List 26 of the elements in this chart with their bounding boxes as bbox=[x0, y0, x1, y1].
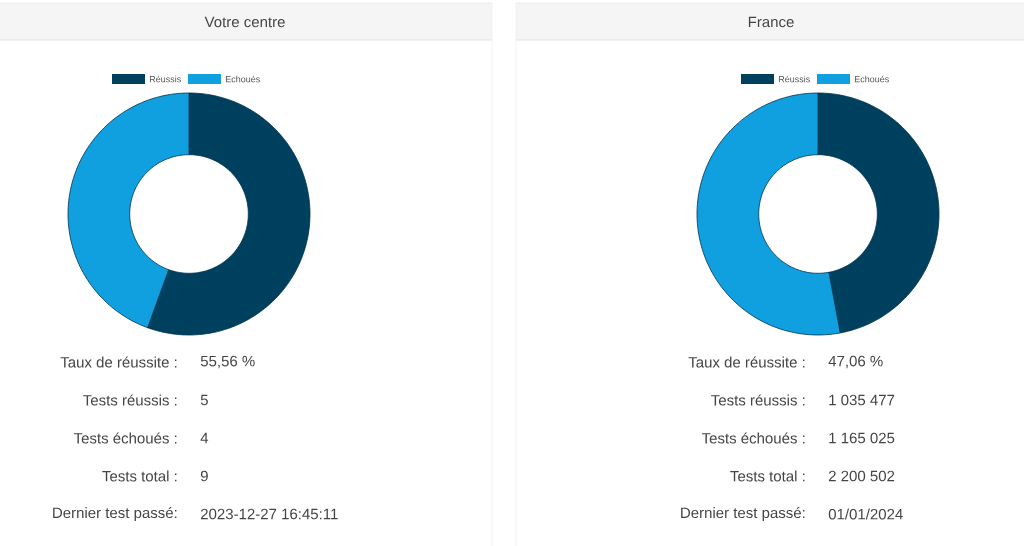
legend-label: Echoués bbox=[225, 75, 260, 83]
text: 55,56 % bbox=[200, 355, 255, 369]
text: Tests total : bbox=[102, 470, 177, 482]
chart-title: France bbox=[748, 16, 794, 28]
text: 47,06 % bbox=[828, 355, 883, 369]
text: 2 200 502 bbox=[828, 470, 895, 482]
text: Tests échoués : bbox=[701, 432, 805, 444]
text: Tests total : bbox=[730, 470, 805, 482]
text: Tests réussis : bbox=[83, 394, 177, 406]
text: Dernier test passé: bbox=[681, 506, 805, 522]
text: 9 bbox=[200, 470, 208, 482]
legend-label: Réussis bbox=[778, 75, 810, 83]
text: Taux de réussite : bbox=[688, 356, 805, 368]
legend-label: Echoués bbox=[854, 75, 889, 83]
text: Tests échoués : bbox=[73, 432, 177, 444]
text: Taux de réussite : bbox=[60, 356, 177, 368]
text: 4 bbox=[200, 432, 209, 444]
text: 01/01/2024 bbox=[828, 508, 903, 520]
text: Tests réussis : bbox=[711, 394, 805, 406]
legend-label: Réussis bbox=[149, 75, 181, 83]
chart-title: Votre centre bbox=[204, 16, 285, 28]
text: 2023-12-27 16:45:11 bbox=[200, 508, 338, 520]
text: 1 165 025 bbox=[829, 432, 895, 444]
text: 1 035 477 bbox=[829, 394, 895, 406]
text: 5 bbox=[200, 394, 208, 406]
text: Dernier test passé: bbox=[53, 506, 177, 522]
